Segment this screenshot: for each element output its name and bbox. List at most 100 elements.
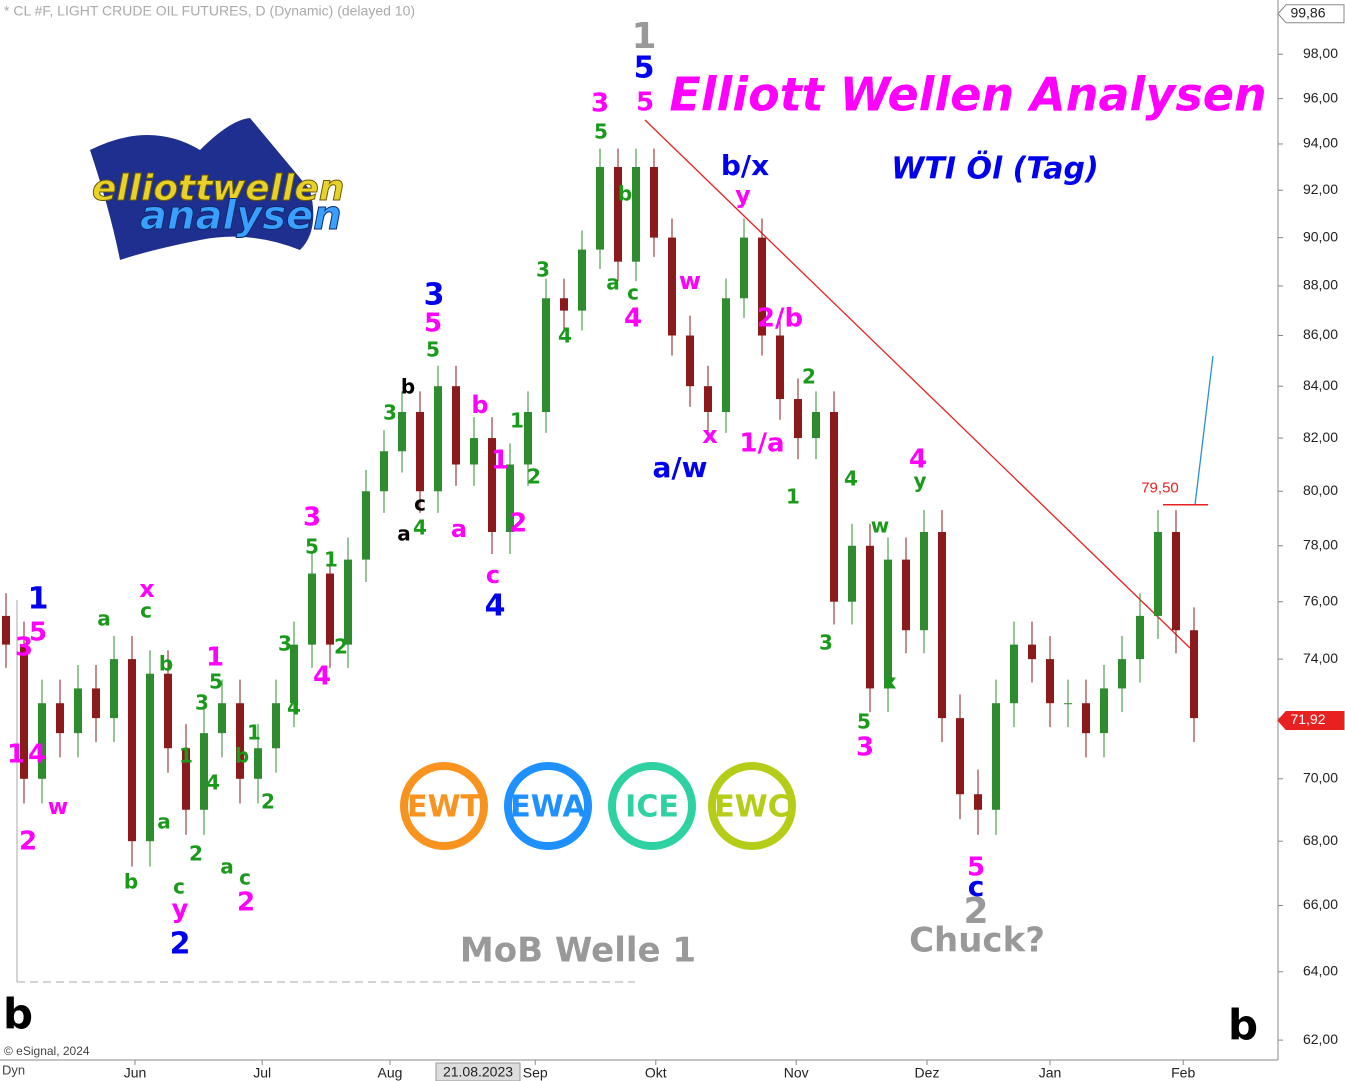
y-tick-label: 92,00 bbox=[1303, 181, 1338, 197]
wave-label: x bbox=[139, 575, 155, 603]
x-tick-label: Dez bbox=[915, 1065, 940, 1081]
candle-body bbox=[254, 748, 262, 779]
wave-label: 3 bbox=[424, 278, 445, 313]
candle-body bbox=[416, 411, 424, 492]
candle-body bbox=[488, 438, 496, 533]
wave-label: 4 bbox=[313, 662, 331, 692]
badge-label: EWC bbox=[714, 790, 790, 825]
candle-body bbox=[542, 298, 550, 412]
wave-label: a bbox=[451, 515, 467, 543]
wave-label: 2 bbox=[334, 635, 348, 659]
x-tick-label: Feb bbox=[1171, 1065, 1195, 1081]
candle-body bbox=[650, 167, 658, 238]
candle-body bbox=[632, 167, 640, 262]
wave-label: 1/a bbox=[739, 429, 784, 459]
wave-label: 1 bbox=[28, 582, 49, 617]
wave-label: 4 bbox=[844, 467, 858, 491]
note: b bbox=[3, 990, 33, 1039]
wave-label: 3 bbox=[856, 733, 874, 763]
candle-body bbox=[1010, 644, 1018, 704]
trend-line bbox=[644, 119, 1191, 649]
y-tick-label: 74,00 bbox=[1303, 650, 1338, 666]
y-tick-label: 90,00 bbox=[1303, 228, 1338, 244]
wave-label: 2 bbox=[261, 790, 275, 814]
wave-label: 1 bbox=[7, 740, 25, 770]
candle-body bbox=[236, 703, 244, 779]
wave-label: 5 bbox=[424, 309, 442, 339]
candle-body bbox=[1046, 659, 1054, 704]
wave-label: x bbox=[884, 670, 897, 694]
candle-body bbox=[380, 451, 388, 492]
wave-label: 2 bbox=[527, 465, 541, 489]
wave-label: c bbox=[486, 561, 500, 589]
x-tick-label: Jul bbox=[253, 1065, 271, 1081]
cursor-date-box bbox=[435, 1062, 521, 1081]
candle-body bbox=[740, 237, 748, 299]
wave-label: 5 bbox=[305, 535, 319, 559]
wave-label: 2 bbox=[237, 888, 255, 918]
badge-label: EWA bbox=[510, 790, 586, 825]
wave-label: b bbox=[471, 391, 488, 419]
wave-label: 3 bbox=[303, 503, 321, 533]
candle-body bbox=[452, 386, 460, 465]
candle-body bbox=[524, 411, 532, 465]
candle-body bbox=[812, 411, 820, 439]
x-tick-label: Jan bbox=[1039, 1065, 1062, 1081]
wave-label: 4 bbox=[28, 740, 46, 770]
candle-body bbox=[578, 249, 586, 311]
candle-body bbox=[866, 545, 874, 689]
candle-body bbox=[560, 298, 568, 311]
note: MoB Welle 1 bbox=[460, 931, 696, 971]
subheading: WTI Öl (Tag) bbox=[891, 150, 1098, 187]
candle-body bbox=[1172, 532, 1180, 631]
candle-body bbox=[938, 532, 946, 719]
wave-label: 4 bbox=[206, 771, 220, 795]
wave-label: y bbox=[913, 469, 926, 493]
wave-label: 5 bbox=[209, 670, 223, 694]
wave-label: 5 bbox=[967, 853, 985, 883]
candle-body bbox=[164, 673, 172, 749]
candle-body bbox=[722, 298, 730, 412]
price-tag-label: 71,92 bbox=[1290, 711, 1325, 727]
wave-label: 1 bbox=[786, 485, 800, 509]
candle-body bbox=[1190, 630, 1198, 719]
projection-line bbox=[1194, 355, 1214, 506]
wave-label: 1 bbox=[324, 548, 338, 572]
y-tick-label: 70,00 bbox=[1303, 769, 1338, 785]
wave-label: 4 bbox=[624, 304, 642, 334]
candle-body bbox=[200, 733, 208, 810]
wave-label: 2 bbox=[509, 509, 527, 539]
wave-label: 2 bbox=[189, 842, 203, 866]
price-tag bbox=[1277, 4, 1345, 24]
wave-label: b bbox=[159, 652, 173, 676]
x-tick-label: Sep bbox=[523, 1065, 548, 1081]
wave-label: a bbox=[397, 522, 411, 546]
logo-flag bbox=[90, 118, 314, 260]
candle-body bbox=[902, 559, 910, 631]
x-tick-label: Nov bbox=[784, 1065, 809, 1081]
wave-label: y bbox=[735, 181, 751, 209]
candle-body bbox=[758, 237, 766, 336]
note: Chuck? bbox=[909, 921, 1045, 961]
wave-label: a bbox=[157, 810, 171, 834]
wave-label: x bbox=[702, 421, 718, 449]
wave-label: c bbox=[627, 281, 639, 305]
wave-label: 4 bbox=[413, 516, 427, 540]
y-tick-label: 82,00 bbox=[1303, 429, 1338, 445]
wave-label: 4 bbox=[909, 445, 927, 475]
candle-body bbox=[1118, 659, 1126, 689]
badge-label: EWT bbox=[407, 790, 482, 825]
candle-body bbox=[686, 335, 694, 387]
candle-body bbox=[20, 644, 28, 779]
candle-body bbox=[992, 703, 1000, 810]
candle-body bbox=[272, 703, 280, 749]
wave-label: 5 bbox=[857, 710, 871, 734]
candle-body bbox=[1154, 532, 1162, 616]
candle-body bbox=[110, 659, 118, 719]
candle-body bbox=[1028, 644, 1036, 660]
candle-body bbox=[1136, 615, 1144, 660]
candle-body bbox=[668, 237, 676, 336]
logo-word: elliott bbox=[92, 168, 214, 209]
candle-body bbox=[884, 559, 892, 689]
